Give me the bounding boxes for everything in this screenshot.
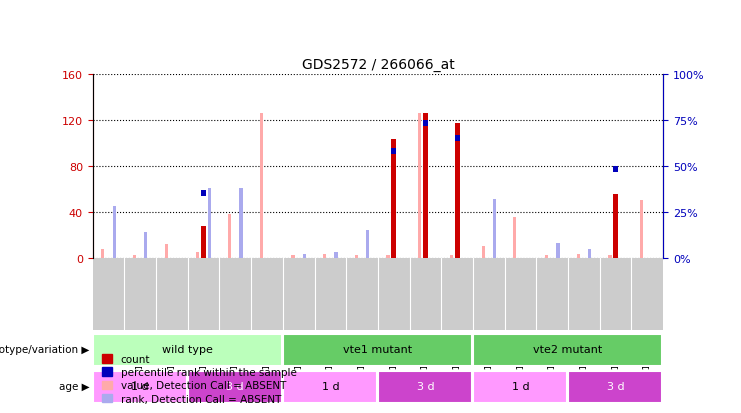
- Bar: [196, 252, 199, 258]
- Text: 1 d: 1 d: [512, 382, 529, 392]
- Bar: [391, 140, 396, 258]
- Bar: [391, 149, 396, 154]
- Bar: [418, 114, 422, 258]
- Text: 3 d: 3 d: [416, 382, 434, 392]
- Bar: [423, 114, 428, 258]
- Bar: [450, 256, 453, 258]
- Text: 3 d: 3 d: [607, 382, 625, 392]
- Bar: [239, 188, 242, 258]
- Bar: [614, 167, 618, 173]
- Bar: [614, 195, 618, 258]
- Bar: [334, 253, 338, 258]
- Bar: [455, 124, 459, 258]
- Title: GDS2572 / 266066_at: GDS2572 / 266066_at: [302, 58, 454, 72]
- Text: age ▶: age ▶: [59, 382, 90, 392]
- Bar: [545, 256, 548, 258]
- Bar: [93, 371, 187, 403]
- Text: 1 d: 1 d: [322, 382, 339, 392]
- Bar: [568, 371, 662, 403]
- Bar: [493, 199, 496, 258]
- Bar: [556, 243, 559, 258]
- Bar: [202, 191, 206, 197]
- Bar: [423, 121, 428, 127]
- Bar: [473, 371, 567, 403]
- Bar: [576, 255, 579, 258]
- Bar: [366, 230, 369, 258]
- Bar: [102, 249, 104, 258]
- Text: vte1 mutant: vte1 mutant: [343, 344, 413, 354]
- Bar: [144, 233, 147, 258]
- Bar: [202, 226, 206, 258]
- Bar: [113, 206, 116, 258]
- Bar: [133, 256, 136, 258]
- Bar: [207, 188, 211, 258]
- Text: genotype/variation ▶: genotype/variation ▶: [0, 344, 90, 354]
- Bar: [228, 214, 231, 258]
- Bar: [640, 201, 643, 258]
- Bar: [93, 334, 282, 366]
- Bar: [323, 255, 326, 258]
- Bar: [387, 256, 390, 258]
- Bar: [482, 247, 485, 258]
- Text: vte2 mutant: vte2 mutant: [534, 344, 602, 354]
- Text: 1 d: 1 d: [131, 382, 149, 392]
- Text: 3 d: 3 d: [227, 382, 244, 392]
- Bar: [514, 218, 516, 258]
- Bar: [378, 371, 472, 403]
- Text: wild type: wild type: [162, 344, 213, 354]
- Bar: [283, 334, 472, 366]
- Bar: [187, 371, 282, 403]
- Bar: [283, 371, 376, 403]
- Bar: [165, 244, 167, 258]
- Bar: [291, 256, 294, 258]
- Bar: [608, 256, 611, 258]
- Legend: count, percentile rank within the sample, value, Detection Call = ABSENT, rank, : count, percentile rank within the sample…: [98, 350, 301, 408]
- Bar: [588, 249, 591, 258]
- Bar: [303, 254, 306, 258]
- Bar: [473, 334, 662, 366]
- Bar: [259, 114, 263, 258]
- Bar: [355, 256, 358, 258]
- Bar: [455, 136, 459, 142]
